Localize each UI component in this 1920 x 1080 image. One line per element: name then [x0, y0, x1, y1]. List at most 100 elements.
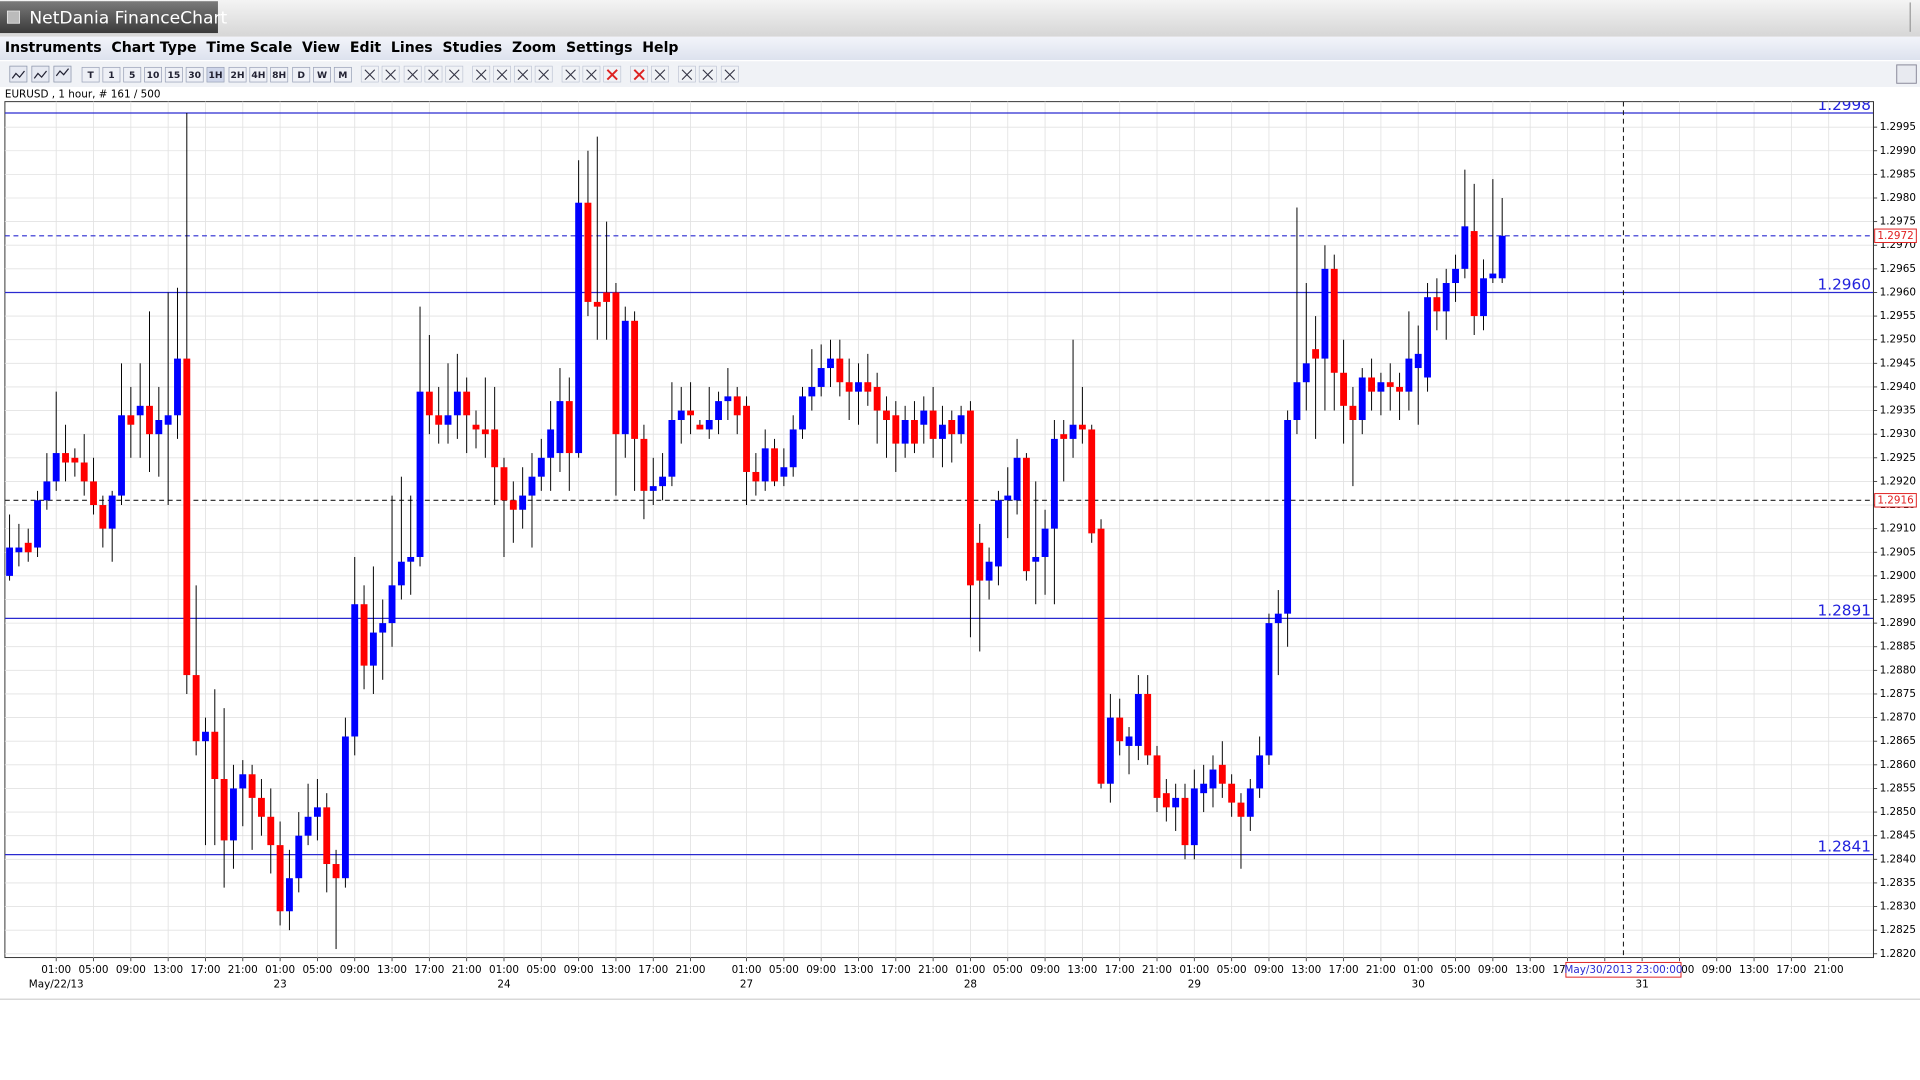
- candle-body: [1078, 424, 1086, 430]
- x-tick-label: 05:00: [526, 964, 556, 976]
- y-tick-label: 1.2965: [1880, 263, 1916, 275]
- day-label: 28: [964, 978, 977, 990]
- menu-item[interactable]: Studies: [442, 40, 502, 56]
- menu-item[interactable]: Help: [642, 40, 678, 56]
- menu-item[interactable]: Lines: [391, 40, 433, 56]
- tool-button[interactable]: [582, 65, 601, 83]
- crosshair-price-label: 1.2916: [1877, 494, 1913, 506]
- candle-body: [855, 382, 862, 392]
- timescale-button[interactable]: [313, 66, 331, 83]
- tool-button[interactable]: [651, 65, 669, 83]
- candle-body: [183, 358, 191, 676]
- timescale-button[interactable]: [164, 66, 183, 83]
- x-tick-label: 21:00: [452, 964, 482, 976]
- menu-item[interactable]: View: [302, 40, 340, 56]
- tool-icon: [681, 69, 693, 80]
- candle-body: [1293, 382, 1301, 421]
- timescale-label: 15: [167, 70, 180, 81]
- menu-item[interactable]: Zoom: [512, 40, 556, 56]
- timescale-button[interactable]: [185, 66, 204, 83]
- y-tick-label: 1.2995: [1880, 121, 1916, 133]
- tool-icon: [33, 70, 48, 79]
- y-tick-label: 1.2830: [1880, 901, 1916, 913]
- menu-item[interactable]: Chart Type: [111, 40, 196, 56]
- y-tick-label: 1.2985: [1880, 168, 1916, 180]
- candle-body: [34, 500, 41, 548]
- tool-icon: [654, 69, 666, 80]
- candle-body: [1060, 434, 1068, 439]
- timescale-button[interactable]: [81, 66, 100, 83]
- timescale-label: 4H: [251, 70, 265, 81]
- candle-body: [1106, 717, 1114, 784]
- timescale-button[interactable]: [123, 66, 142, 83]
- timescale-button[interactable]: [249, 66, 268, 83]
- tool-button[interactable]: [493, 65, 511, 83]
- candle-body: [1209, 769, 1217, 789]
- tool-button[interactable]: [720, 65, 739, 83]
- tool-button[interactable]: [360, 65, 379, 83]
- tool-button[interactable]: [31, 65, 50, 83]
- tool-button[interactable]: [561, 65, 580, 83]
- timescale-button[interactable]: [292, 66, 311, 83]
- candle-body: [90, 481, 97, 506]
- candle-body: [304, 816, 312, 836]
- candle-body: [1284, 420, 1292, 614]
- tool-button[interactable]: [445, 65, 464, 83]
- candle-body: [1386, 382, 1394, 387]
- day-label: 31: [1635, 978, 1648, 990]
- timescale-button[interactable]: [228, 66, 247, 83]
- menu-item[interactable]: Instruments: [5, 40, 102, 56]
- candle-body: [873, 386, 881, 411]
- candle-body: [827, 358, 834, 369]
- timescale-button[interactable]: [270, 66, 289, 83]
- tool-icon: [55, 68, 70, 77]
- tool-button[interactable]: [630, 65, 649, 83]
- tool-icon: [517, 69, 529, 80]
- candle-body: [323, 807, 331, 865]
- menu-item[interactable]: Edit: [350, 40, 382, 56]
- menu-item[interactable]: Time Scale: [206, 40, 292, 56]
- candle-body: [1377, 382, 1385, 392]
- timescale-button[interactable]: [333, 66, 352, 83]
- panel-button[interactable]: [1896, 64, 1917, 84]
- tool-button[interactable]: [381, 65, 400, 83]
- tool-icon: [586, 69, 597, 80]
- tool-button[interactable]: [9, 65, 28, 83]
- tool-button[interactable]: [678, 65, 696, 83]
- tool-button[interactable]: [534, 65, 553, 83]
- x-tick-label: 17:00: [1105, 964, 1135, 976]
- candle-body: [1358, 377, 1366, 421]
- candle-body: [1116, 717, 1124, 742]
- tool-icon: [724, 69, 736, 80]
- candle-body: [1461, 226, 1469, 269]
- tool-button[interactable]: [603, 65, 622, 83]
- crosshair-time-box: [1565, 961, 1682, 978]
- candle-body: [1424, 297, 1431, 378]
- candle-body: [285, 878, 293, 912]
- y-tick-label: 1.2945: [1880, 357, 1916, 369]
- timescale-button[interactable]: [206, 66, 225, 83]
- candle-body: [211, 731, 219, 779]
- tool-button[interactable]: [424, 65, 443, 83]
- level-label: 1.2841: [1817, 838, 1871, 856]
- candle-body: [1125, 736, 1133, 746]
- tool-button[interactable]: [403, 65, 422, 83]
- y-tick-label: 1.2980: [1880, 192, 1916, 204]
- timescale-button[interactable]: [144, 66, 162, 83]
- tool-button[interactable]: [472, 65, 491, 83]
- app-tab[interactable]: [0, 1, 218, 34]
- timescale-button[interactable]: [102, 66, 121, 83]
- x-tick-label: 09:00: [116, 964, 146, 976]
- candle-body: [1013, 457, 1021, 501]
- candle-body: [1489, 273, 1497, 279]
- x-tick-label: 09:00: [340, 964, 370, 976]
- candle-body: [407, 556, 415, 562]
- candle-body: [71, 457, 79, 463]
- tool-button[interactable]: [698, 65, 717, 83]
- candle-body: [1153, 755, 1161, 798]
- menu-item[interactable]: Settings: [566, 40, 632, 56]
- x-tick-label: 05:00: [993, 964, 1023, 976]
- candle-body: [453, 391, 461, 416]
- tool-button[interactable]: [513, 65, 532, 83]
- candle-body: [603, 292, 611, 302]
